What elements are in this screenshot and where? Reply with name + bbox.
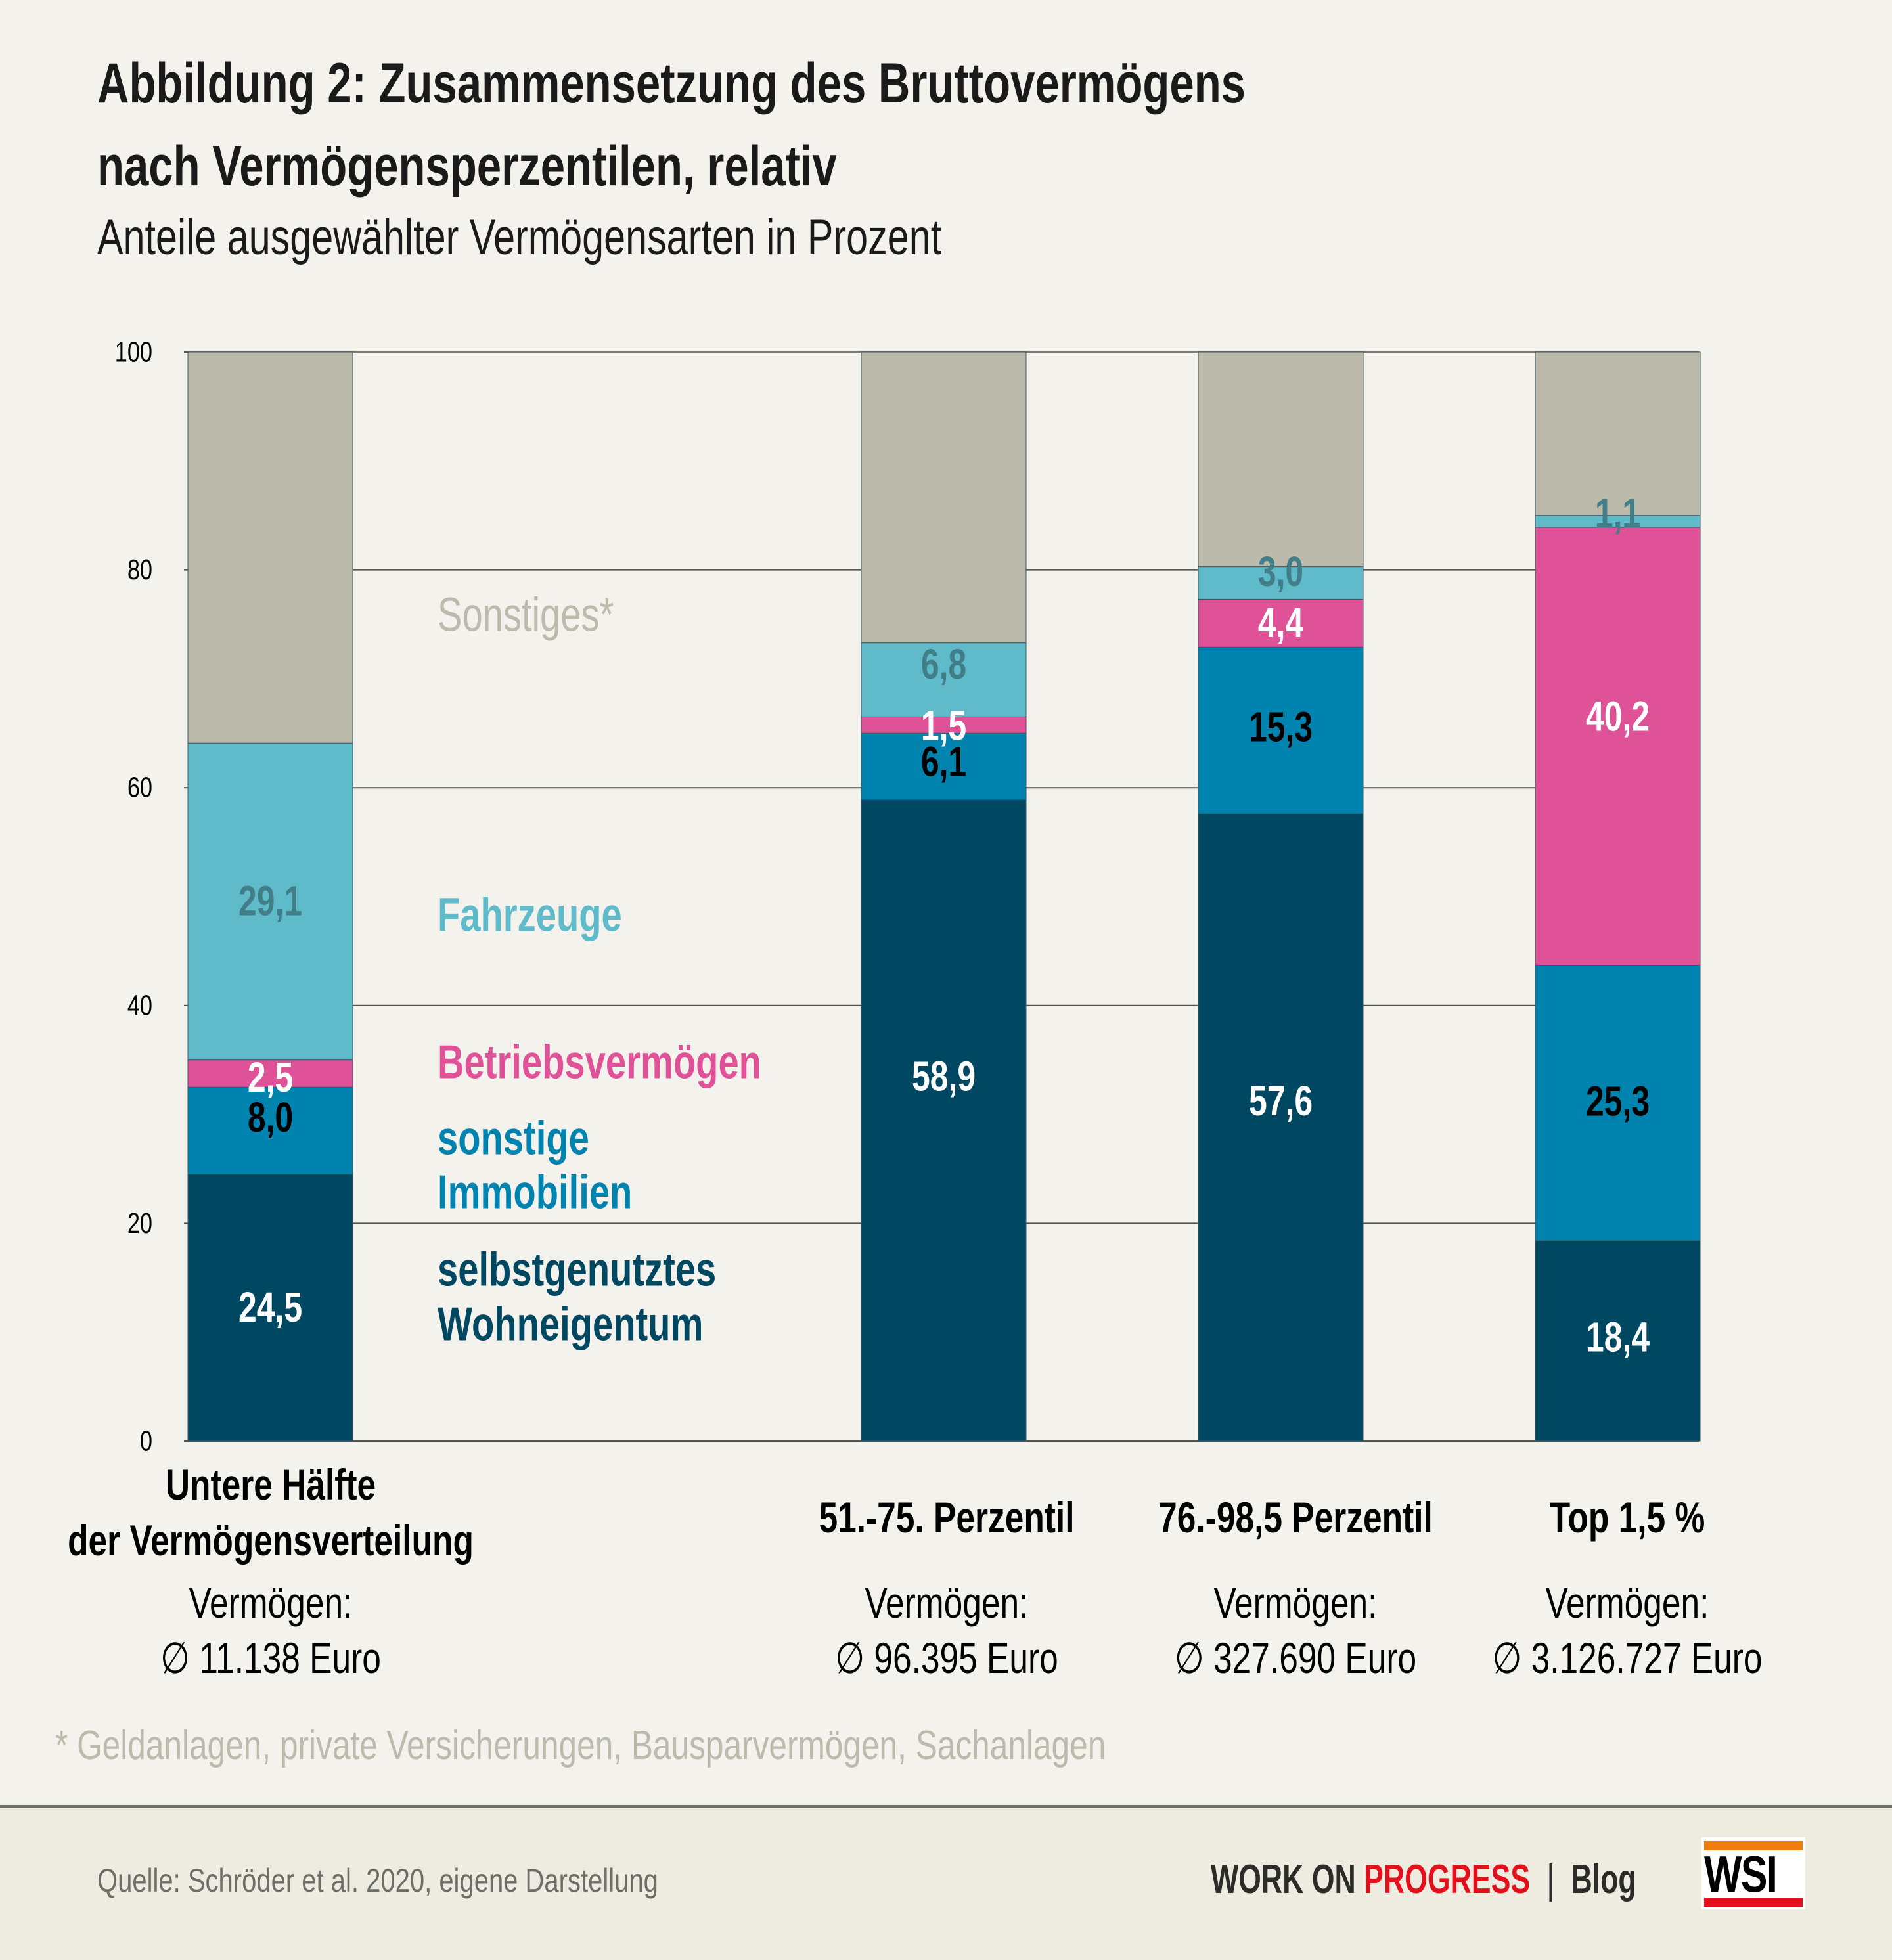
bar-segment-sonstiges- (861, 351, 1027, 644)
bar-segment-selbstgenutztes-wohneigentum (187, 1174, 353, 1442)
bar-segment-sonstige-immobilien (1198, 646, 1364, 814)
y-axis: 0 20 40 60 80 100 (115, 336, 188, 1458)
bar-segment-sonstiges- (1198, 351, 1364, 568)
wsi-logo[interactable]: WSI (1701, 1837, 1805, 1909)
bar-value-label: 15,3 (1249, 703, 1313, 750)
category-label: 76.-98,5 Perzentil (1158, 1493, 1433, 1542)
bar-value-label: 24,5 (238, 1284, 302, 1331)
logo-text: WSI (1704, 1845, 1778, 1903)
category-label: 51.-75. Perzentil (819, 1493, 1074, 1542)
bar-value-label: 58,9 (912, 1054, 976, 1100)
bar-4 (1535, 351, 1701, 1442)
legend-label: Betriebsvermögen (438, 1036, 761, 1088)
chart-title-line-1: Abbildung 2: Zusammensetzung des Bruttov… (97, 52, 1246, 115)
bar-segment-sonstige-immobilien (1535, 964, 1701, 1241)
wealth-caption: Vermögen: (1546, 1578, 1709, 1628)
bar-value-label: 57,6 (1249, 1078, 1313, 1125)
legend-label: Fahrzeuge (438, 889, 622, 941)
y-tick-label: 100 (115, 336, 152, 368)
y-tick-label: 60 (127, 772, 152, 804)
logo-orange-bar (1704, 1841, 1803, 1850)
source-note: Quelle: Schröder et al. 2020, eigene Dar… (97, 1862, 658, 1899)
brand-wordmark[interactable]: WORK ON PROGRESS | Blog (1211, 1856, 1636, 1903)
wealth-value: ∅ 3.126.727 Euro (1492, 1634, 1762, 1683)
y-tick-label: 40 (127, 989, 152, 1021)
bar-3 (1198, 351, 1364, 1442)
bar-segment-selbstgenutztes-wohneigentum (1535, 1240, 1701, 1442)
legend: Sonstiges* Fahrzeuge Betriebsvermögen sonst… (438, 589, 761, 1350)
footer (0, 1808, 1892, 1960)
logo-red-bar (1704, 1898, 1803, 1907)
brand-separator: | (1546, 1857, 1555, 1902)
brand-work-on: WORK ON (1211, 1857, 1356, 1902)
footer-divider (0, 1805, 1892, 1808)
y-tick-label: 0 (140, 1425, 152, 1457)
bar-segment-betriebsvermögen (1535, 527, 1701, 966)
bar-segment-sonstige-immobilien (861, 732, 1027, 800)
wealth-caption: Vermögen: (1214, 1578, 1378, 1628)
legend-label: selbstgenutztes (438, 1243, 716, 1296)
bar-segment-fahrzeuge (861, 642, 1027, 717)
brand-blog: Blog (1571, 1857, 1636, 1902)
wealth-caption: Vermögen: (865, 1578, 1029, 1628)
category-label: Top 1,5 % (1550, 1493, 1705, 1542)
legend-label: Immobilien (438, 1166, 632, 1218)
brand-progress: PROGRESS (1364, 1857, 1531, 1902)
bar-value-label: 25,3 (1586, 1079, 1650, 1125)
bar-value-label: 6,8 (921, 641, 966, 688)
bar-value-label: 40,2 (1586, 694, 1650, 740)
bar-segment-selbstgenutztes-wohneigentum (1198, 813, 1364, 1442)
bar-segment-sonstiges- (187, 351, 353, 744)
bar-value-label: 18,4 (1586, 1314, 1650, 1361)
bar-segment-betriebsvermögen (861, 716, 1027, 734)
category-label: Untere Hälfte (166, 1460, 376, 1509)
wealth-caption: Vermögen: (189, 1578, 353, 1628)
footnote: * Geldanlagen, private Versicherungen, B… (55, 1723, 1106, 1768)
bar-2 (861, 351, 1027, 1442)
bar-value-label: 6,1 (921, 739, 966, 786)
bar-1 (187, 351, 353, 1442)
bar-value-label: 1,1 (1595, 491, 1640, 537)
bar-segment-selbstgenutztes-wohneigentum (861, 799, 1027, 1442)
chart-subtitle: Anteile ausgewählter Vermögensarten in P… (97, 210, 942, 265)
bar-value-labels: 24,5 58,9 57,6 18,4 8,0 6,1 15,3 25,3 2,5 1,5 4,4 4… (238, 491, 1650, 1362)
bar-value-label: 8,0 (248, 1094, 293, 1141)
bar-value-label: 3,0 (1258, 548, 1303, 595)
legend-label: sonstige (438, 1112, 589, 1165)
wealth-value: ∅ 96.395 Euro (835, 1634, 1058, 1683)
bar-segment-betriebsvermögen (1198, 598, 1364, 648)
wealth-value: ∅ 11.138 Euro (160, 1634, 381, 1683)
category-label: der Vermögensverteilung (68, 1516, 474, 1565)
y-tick-label: 80 (127, 554, 152, 586)
bar-value-label: 4,4 (1258, 600, 1303, 646)
y-tick-label: 20 (127, 1207, 152, 1239)
legend-label: Sonstiges* (438, 589, 614, 641)
bars (187, 351, 1701, 1442)
chart-title-line-2: nach Vermögensperzentilen, relativ (97, 135, 837, 198)
bar-value-label: 1,5 (921, 703, 966, 749)
bar-value-label: 2,5 (248, 1054, 293, 1101)
bar-segment-sonstiges- (1535, 351, 1701, 516)
x-axis-labels: Untere Hälfte der Vermögensverteilung Verm… (68, 1460, 1762, 1683)
bar-value-label: 29,1 (238, 878, 302, 925)
wealth-value: ∅ 327.690 Euro (1175, 1634, 1416, 1683)
bar-segment-sonstige-immobilien (187, 1086, 353, 1175)
legend-label: Wohneigentum (438, 1298, 703, 1350)
